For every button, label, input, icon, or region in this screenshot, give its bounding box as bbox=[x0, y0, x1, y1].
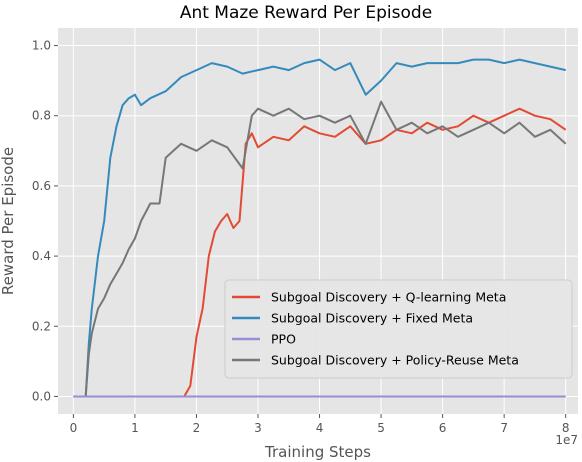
y-tick-label: 0.6 bbox=[32, 179, 51, 193]
y-axis-label: Reward Per Episode bbox=[0, 147, 17, 295]
legend-label: Subgoal Discovery + Policy-Reuse Meta bbox=[271, 353, 519, 368]
legend-label: Subgoal Discovery + Q-learning Meta bbox=[271, 290, 506, 305]
series-lines bbox=[73, 58, 567, 398]
y-tick-label: 1.0 bbox=[32, 39, 51, 53]
y-tick-label: 0.8 bbox=[32, 109, 51, 123]
x-tick-label: 0 bbox=[70, 421, 78, 435]
x-tick-label: 2 bbox=[193, 421, 201, 435]
y-tick-label: 0.2 bbox=[32, 319, 51, 333]
y-tick-label: 0.0 bbox=[32, 389, 51, 403]
legend-label: PPO bbox=[271, 332, 296, 347]
chart-title: Ant Maze Reward Per Episode bbox=[180, 3, 432, 23]
series-line bbox=[73, 100, 567, 398]
y-tick-label: 0.4 bbox=[32, 249, 51, 263]
legend: Subgoal Discovery + Q-learning Meta Subgo… bbox=[224, 279, 573, 379]
axis-ticks: 0 1 2 3 4 5 6 7 8 0.0 0.2 0.4 0.6 0.8 1.0 bbox=[32, 39, 570, 435]
x-tick-label: 7 bbox=[500, 421, 508, 435]
x-axis-multiplier: 1e7 bbox=[555, 433, 578, 447]
x-tick-label: 3 bbox=[254, 421, 262, 435]
x-axis-label: Training Steps bbox=[264, 443, 371, 461]
x-tick-label: 8 bbox=[562, 421, 570, 435]
legend-label: Subgoal Discovery + Fixed Meta bbox=[271, 311, 473, 326]
x-tick-label: 4 bbox=[316, 421, 324, 435]
x-tick-label: 6 bbox=[439, 421, 447, 435]
legend-box bbox=[224, 279, 573, 379]
series-line bbox=[73, 58, 566, 398]
series-line bbox=[73, 107, 567, 398]
x-tick-label: 5 bbox=[377, 421, 385, 435]
x-tick-label: 1 bbox=[131, 421, 139, 435]
